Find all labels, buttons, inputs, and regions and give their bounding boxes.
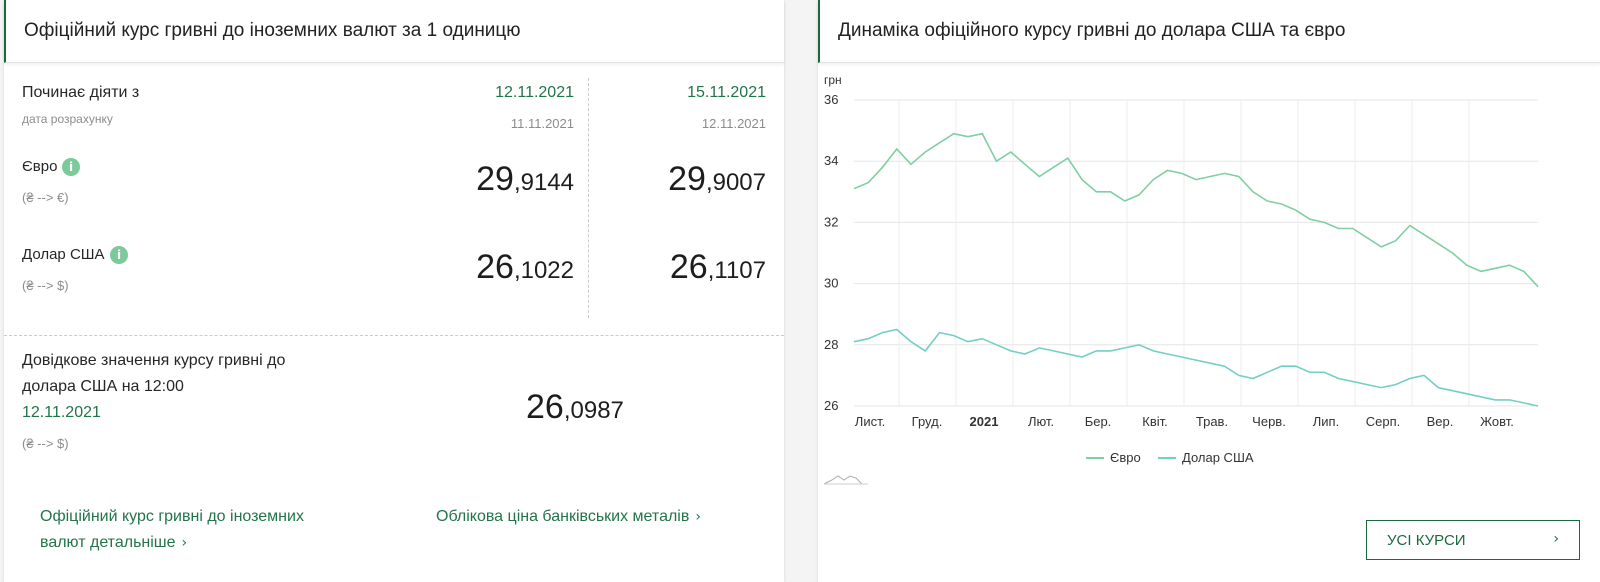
section-divider xyxy=(4,335,784,336)
x-tick-label: 2021 xyxy=(970,414,999,429)
bank-metals-link[interactable]: Облікова ціна банківських металів › xyxy=(436,508,701,525)
x-tick-label: Груд. xyxy=(912,414,943,429)
x-tick-label: Лют. xyxy=(1028,414,1054,429)
ref-date: 12.11.2021 xyxy=(22,404,101,421)
detail-rates-link[interactable]: Офіційний курс гривні до іноземних валют… xyxy=(40,508,304,551)
x-tick-label: Лист. xyxy=(855,414,885,429)
series-line-eur xyxy=(853,132,1539,288)
usd-rate-col1: 26,1022 xyxy=(476,248,574,286)
chevron-right-icon: › xyxy=(1553,531,1559,547)
x-tick-label: Жовт. xyxy=(1480,414,1514,429)
legend-label: Долар США xyxy=(1182,450,1254,465)
col2-date: 15.11.2021 xyxy=(687,84,766,101)
info-icon[interactable]: i xyxy=(110,246,128,264)
column-divider xyxy=(588,78,589,318)
panel-title: Офіційний курс гривні до іноземних валют… xyxy=(24,20,521,41)
ref-direction: (₴ --> $) xyxy=(22,436,69,451)
eur-rate-col2: 29,9007 xyxy=(668,160,766,198)
y-tick-label: 28 xyxy=(824,337,838,352)
y-tick-label: 32 xyxy=(824,214,838,229)
rate-dynamics-panel: Динаміка офіційного курсу гривні до дола… xyxy=(818,0,1600,582)
chevron-right-icon: › xyxy=(695,509,701,525)
x-tick-label: Бер. xyxy=(1085,414,1112,429)
series-line-usd xyxy=(853,328,1539,407)
y-tick-label: 26 xyxy=(824,398,838,413)
x-tick-label: Серп. xyxy=(1366,414,1401,429)
eur-direction: (₴ --> €) xyxy=(22,190,69,205)
x-tick-label: Черв. xyxy=(1252,414,1286,429)
panel-header: Офіційний курс гривні до іноземних валют… xyxy=(4,0,784,63)
usd-rate-col2: 26,1107 xyxy=(669,248,766,286)
rate-chart: грн 26 28 30 32 34 36 Лист. Груд. 2021 Лют. Бер. Кві… xyxy=(823,73,1539,485)
calc-date-label: дата розрахунку xyxy=(22,112,113,126)
x-tick-label: Квіт. xyxy=(1142,414,1168,429)
col2-calc-date: 12.11.2021 xyxy=(701,116,766,131)
panel-title: Динаміка офіційного курсу гривні до дола… xyxy=(838,20,1346,41)
eur-label: Євро xyxy=(22,158,58,175)
y-axis-label: грн xyxy=(824,73,842,87)
y-tick-label: 30 xyxy=(824,276,838,291)
ref-rate: 26,0987 xyxy=(526,388,624,426)
x-tick-label: Вер. xyxy=(1427,414,1454,429)
y-tick-label: 36 xyxy=(824,92,838,107)
usd-direction: (₴ --> $) xyxy=(22,278,69,293)
panel-header: Динаміка офіційного курсу гривні до дола… xyxy=(818,0,1600,63)
info-icon[interactable]: i xyxy=(62,158,80,176)
col1-date: 12.11.2021 xyxy=(495,84,574,101)
legend-label: Євро xyxy=(1110,450,1141,465)
x-tick-label: Трав. xyxy=(1196,414,1228,429)
x-tick-label: Лип. xyxy=(1313,414,1339,429)
ref-label-line2: долара США на 12:00 xyxy=(22,378,184,395)
official-rate-panel: Офіційний курс гривні до іноземних валют… xyxy=(4,0,784,582)
chevron-right-icon: › xyxy=(181,535,188,551)
navigator-sparkline xyxy=(823,475,863,485)
starts-label: Починає діяти з xyxy=(22,84,140,101)
usd-label: Долар США xyxy=(22,246,105,263)
eur-rate-col1: 29,9144 xyxy=(476,160,574,198)
y-tick-label: 34 xyxy=(824,153,838,168)
ref-label-line1: Довідкове значення курсу гривні до xyxy=(22,352,286,369)
all-rates-button[interactable]: УСІ КУРСИ › xyxy=(1366,520,1580,560)
col1-calc-date: 11.11.2021 xyxy=(510,116,574,131)
